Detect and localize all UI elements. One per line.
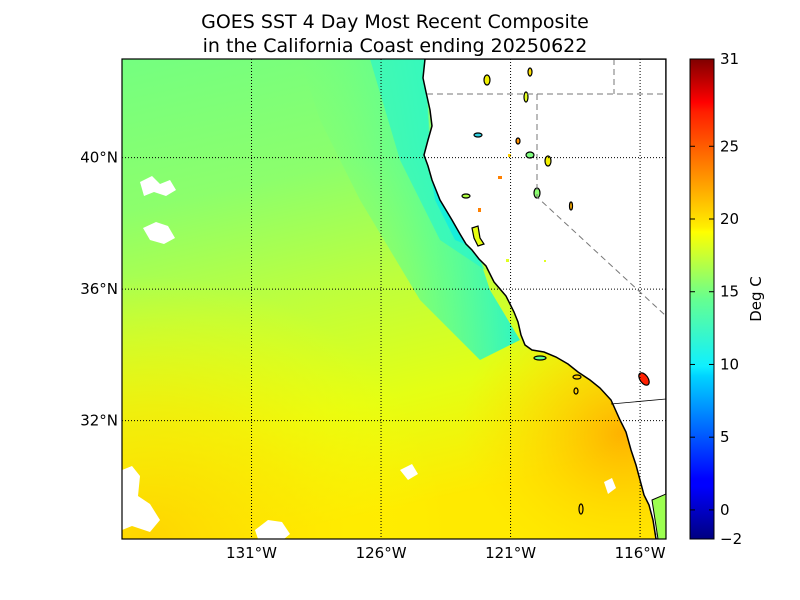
lat-tick-label: 40°N: [80, 149, 118, 167]
colorbar-ticks: −2 0 5 10 15 20 25 31: [690, 50, 742, 548]
latitude-ticks: 32°N 36°N 40°N: [80, 149, 118, 430]
colorbar-tick-label: 20: [720, 210, 739, 228]
colorbar-tick-label: 10: [720, 355, 739, 373]
longitude-ticks: 131°W 126°W 121°W 116°W: [226, 544, 666, 562]
colorbar: [689, 58, 715, 540]
lon-tick-label: 126°W: [356, 544, 407, 562]
sst-field: [122, 59, 666, 539]
lat-tick-label: 32°N: [80, 412, 118, 430]
graticule: [122, 59, 666, 539]
colorbar-tick-label: 31: [720, 50, 739, 68]
colorbar-tick-label: 15: [720, 283, 739, 301]
lon-tick-label: 131°W: [226, 544, 277, 562]
colorbar-tick-label: −2: [720, 530, 742, 548]
map-frame: [121, 58, 667, 540]
colorbar-tick-label: 0: [720, 501, 730, 519]
lat-tick-label: 36°N: [80, 280, 118, 298]
chart-title-line-1: GOES SST 4 Day Most Recent Composite: [201, 11, 589, 33]
colorbar-label: Deg C: [747, 276, 765, 322]
lon-tick-label: 116°W: [615, 544, 666, 562]
colorbar-tick-label: 5: [720, 428, 730, 446]
lon-tick-label: 121°W: [485, 544, 536, 562]
chart-title-line-2: in the California Coast ending 20250622: [202, 35, 588, 57]
colorbar-tick-label: 25: [720, 137, 739, 155]
